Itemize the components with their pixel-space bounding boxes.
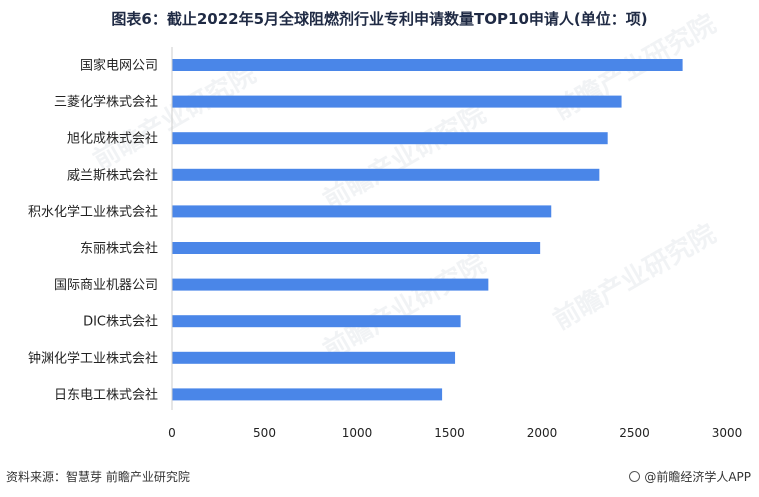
category-label: 东丽株式会社 [80,241,158,257]
x-tick-label: 500 [253,426,276,440]
category-label: 积水化学工业株式会社 [28,204,158,220]
chart-title: 图表6：截止2022年5月全球阻燃剂行业专利申请数量TOP10申请人(单位：项) [111,10,648,28]
x-tick-label: 2000 [527,426,558,440]
watermark-text: 前瞻产业研究院 [318,98,491,216]
x-tick-label: 0 [168,426,176,440]
x-tick-label: 1000 [342,426,373,440]
category-label: 国际商业机器公司 [54,278,158,293]
category-label: 威兰斯株式会社 [67,167,158,183]
source-note: 资料来源：智慧芽 前瞻产业研究院 [6,470,190,484]
bar-5 [172,242,541,254]
category-label: 钟渊化学工业株式会社 [28,350,158,366]
bar-0 [172,59,683,71]
bar-7 [172,315,461,328]
category-label: DIC株式会社 [83,314,158,330]
category-label: 日东电工株式会社 [54,387,158,403]
category-label: 旭化成株式会社 [67,131,158,147]
x-tick-label: 3000 [712,426,743,440]
x-tick-label: 2500 [619,426,650,440]
category-label: 三菱化学株式会社 [54,94,158,110]
watermark-text: 前瞻产业研究院 [548,218,721,336]
category-labels: 国家电网公司三菱化学株式会社旭化成株式会社威兰斯株式会社积水化学工业株式会社东丽… [28,58,158,403]
x-axis-ticks: 0 500 1000 1500 2000 2500 3000 [168,426,742,440]
bar-3 [172,168,600,181]
watermark-text: 前瞻产业研究院 [88,58,261,176]
bar-1 [172,95,622,108]
bar-8 [172,351,456,364]
brand-label: @前瞻经济学人APP [644,470,751,484]
bars-group [172,59,683,401]
category-label: 国家电网公司 [80,58,158,74]
bar-2 [172,132,608,145]
x-tick-label: 1500 [434,426,465,440]
bar-4 [172,205,552,218]
brand-credit: @前瞻经济学人APP [629,468,751,485]
bar-6 [172,278,489,291]
bar-9 [172,388,443,401]
watermark-text: 前瞻产业研究院 [318,248,491,366]
brand-logo-icon [629,471,641,482]
